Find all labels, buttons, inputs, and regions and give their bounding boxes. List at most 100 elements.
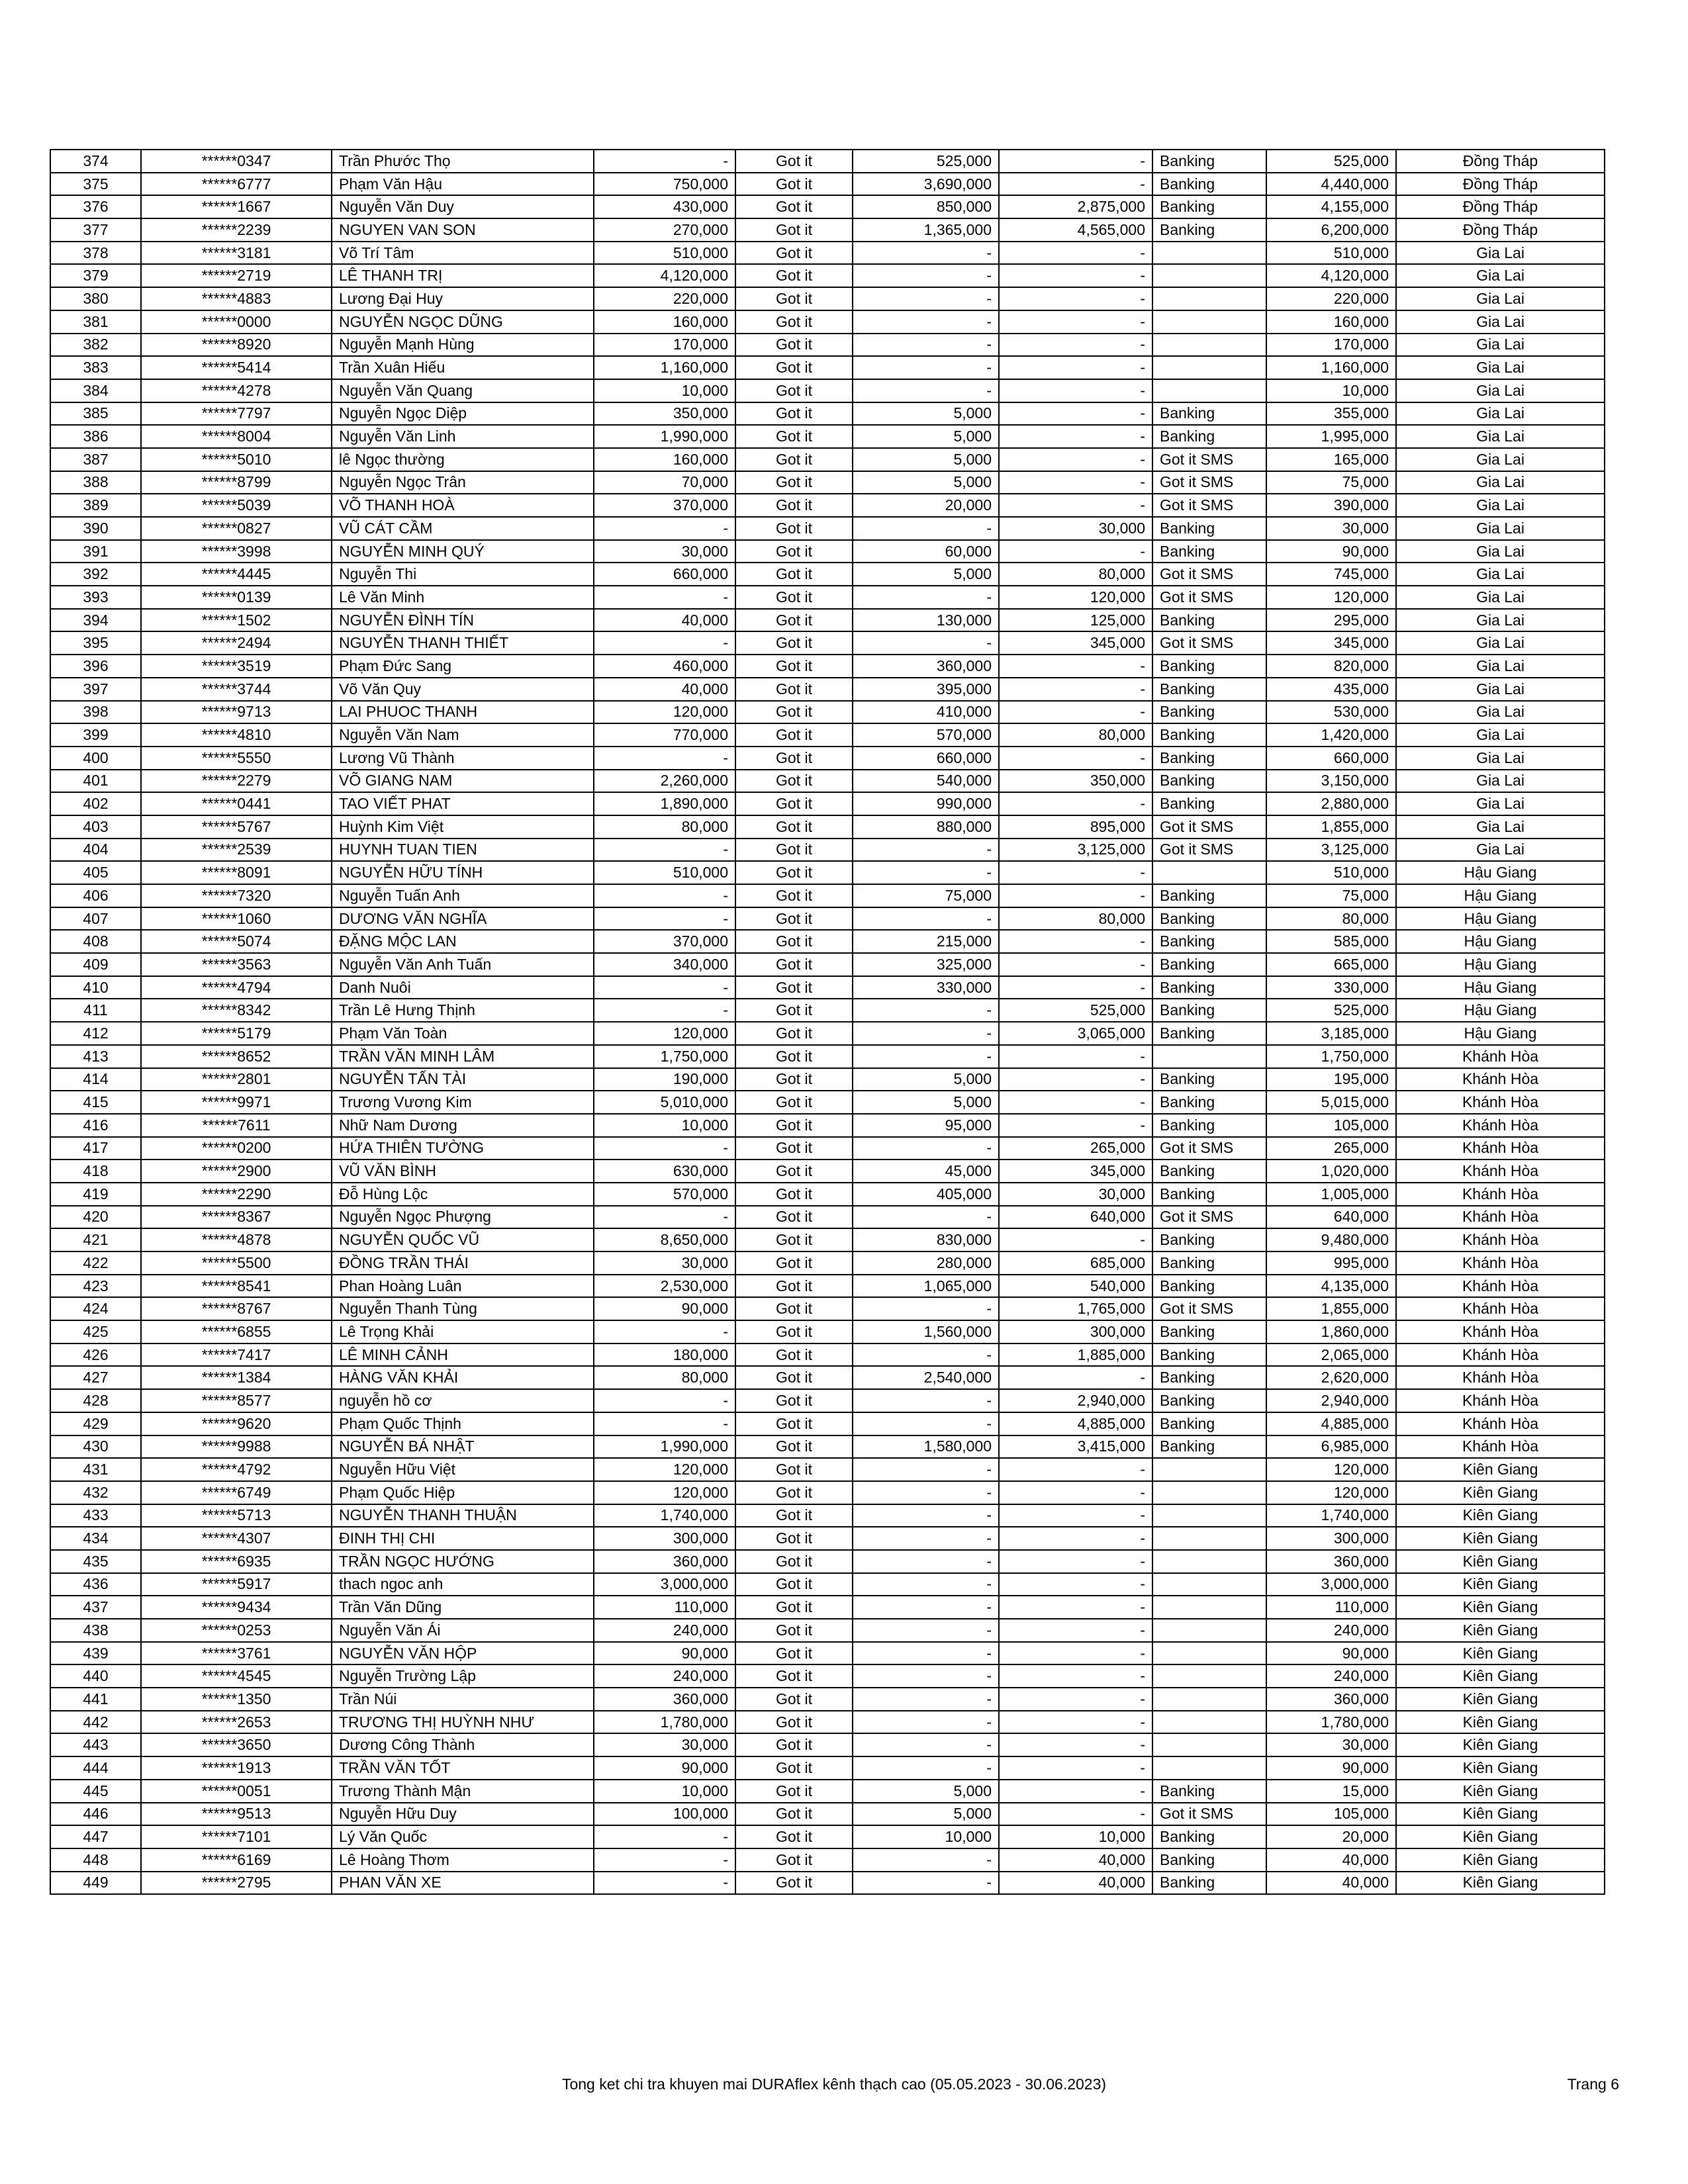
- masked-id-cell: ******5550: [140, 745, 332, 770]
- total-amount-cell: 6,985,000: [1266, 1434, 1397, 1459]
- masked-id-cell: ******9971: [140, 1090, 332, 1115]
- row-number-cell: 393: [50, 585, 142, 610]
- masked-id-cell: ******4878: [140, 1228, 332, 1252]
- customer-name-cell: Trương Vương Kim: [331, 1090, 594, 1115]
- amount-2-cell: -: [852, 516, 1000, 541]
- table-row: 442 ******2653 TRƯƠNG THỊ HUỲNH NHƯ 1,780,0…: [50, 1709, 1605, 1735]
- row-number-cell: 412: [50, 1021, 142, 1046]
- row-number-cell: 379: [50, 263, 142, 289]
- amount-2-cell: 540,000: [852, 768, 1000, 794]
- status-cell: Got it: [735, 1664, 853, 1689]
- total-amount-cell: 120,000: [1266, 585, 1397, 610]
- table-row: 399 ******4810 Nguyễn Văn Nam 770,000 Got it…: [50, 723, 1605, 747]
- province-cell: Gia Lai: [1395, 562, 1605, 587]
- row-number-cell: 414: [50, 1067, 142, 1092]
- amount-3-cell: -: [998, 401, 1153, 426]
- amount-1-cell: 1,740,000: [593, 1503, 736, 1528]
- row-number-cell: 388: [50, 470, 142, 495]
- customer-name-cell: Nguyễn Hữu Việt: [331, 1457, 594, 1482]
- amount-2-cell: 130,000: [852, 608, 1000, 633]
- amount-3-cell: 895,000: [998, 814, 1153, 839]
- status-cell: Got it: [735, 355, 853, 380]
- amount-3-cell: 30,000: [998, 1181, 1153, 1206]
- amount-2-cell: 5,000: [852, 1067, 1000, 1092]
- masked-id-cell: ******0051: [140, 1778, 332, 1803]
- total-amount-cell: 90,000: [1266, 1641, 1397, 1666]
- amount-3-cell: -: [998, 792, 1153, 816]
- row-number-cell: 394: [50, 608, 142, 633]
- payment-method-cell: Banking: [1152, 952, 1267, 977]
- province-cell: Gia Lai: [1395, 355, 1605, 380]
- status-cell: Got it: [735, 1067, 853, 1092]
- total-amount-cell: 110,000: [1266, 1595, 1397, 1619]
- amount-1-cell: 660,000: [593, 562, 736, 587]
- table-row: 380 ******4883 Lương Đại Huy 220,000 Got it -…: [50, 287, 1605, 311]
- table-row: 422 ******5500 ĐỒNG TRẦN THÁI 30,000 Got it 2…: [50, 1251, 1605, 1275]
- status-cell: Got it: [735, 975, 853, 1000]
- province-cell: Gia Lai: [1395, 654, 1605, 678]
- table-row: 395 ******2494 NGUYỄN THANH THIẾT - Got it -3…: [50, 631, 1605, 656]
- amount-2-cell: 1,580,000: [852, 1434, 1000, 1459]
- masked-id-cell: ******2801: [140, 1067, 332, 1092]
- masked-id-cell: ******5917: [140, 1572, 332, 1597]
- amount-3-cell: -: [998, 975, 1153, 1000]
- amount-1-cell: 10,000: [593, 378, 736, 403]
- total-amount-cell: 1,855,000: [1266, 1297, 1397, 1322]
- province-cell: Khánh Hòa: [1395, 1044, 1605, 1069]
- province-cell: Gia Lai: [1395, 745, 1605, 770]
- amount-1-cell: 240,000: [593, 1618, 736, 1643]
- amount-1-cell: 30,000: [593, 1733, 736, 1758]
- row-number-cell: 417: [50, 1136, 142, 1161]
- amount-2-cell: 1,365,000: [852, 218, 1000, 242]
- row-number-cell: 409: [50, 952, 142, 977]
- province-cell: Kiên Giang: [1395, 1595, 1605, 1619]
- amount-3-cell: 685,000: [998, 1251, 1153, 1275]
- table-row: 428 ******8577 nguyễn hồ cơ - Got it -2,940,0…: [50, 1388, 1605, 1413]
- amount-2-cell: -: [852, 309, 1000, 334]
- customer-name-cell: HỨA THIÊN TƯỜNG: [331, 1136, 594, 1161]
- amount-3-cell: -: [998, 332, 1153, 357]
- masked-id-cell: ******6777: [140, 171, 332, 197]
- amount-3-cell: -: [998, 1687, 1153, 1711]
- total-amount-cell: 1,740,000: [1266, 1503, 1397, 1528]
- total-amount-cell: 665,000: [1266, 952, 1397, 977]
- table-row: 445 ******0051 Trương Thành Mận 10,000 Got i…: [50, 1778, 1605, 1803]
- amount-1-cell: 160,000: [593, 309, 736, 334]
- total-amount-cell: 30,000: [1266, 1733, 1397, 1758]
- amount-1-cell: -: [593, 1847, 736, 1872]
- payment-method-cell: [1152, 1618, 1267, 1643]
- amount-2-cell: 395,000: [852, 676, 1000, 702]
- amount-3-cell: -: [998, 1365, 1153, 1390]
- status-cell: Got it: [735, 1618, 853, 1643]
- amount-2-cell: 20,000: [852, 493, 1000, 518]
- customer-name-cell: Phạm Đức Sang: [331, 654, 594, 678]
- masked-id-cell: ******4883: [140, 287, 332, 311]
- province-cell: Gia Lai: [1395, 837, 1605, 862]
- province-cell: Kiên Giang: [1395, 1825, 1605, 1849]
- amount-3-cell: -: [998, 539, 1153, 564]
- customer-name-cell: ĐỒNG TRẦN THÁI: [331, 1251, 594, 1275]
- status-cell: Got it: [735, 654, 853, 678]
- province-cell: Gia Lai: [1395, 723, 1605, 747]
- payment-method-cell: Banking: [1152, 401, 1267, 426]
- province-cell: Hậu Giang: [1395, 884, 1605, 908]
- province-cell: Gia Lai: [1395, 287, 1605, 311]
- amount-2-cell: 410,000: [852, 700, 1000, 725]
- amount-1-cell: 40,000: [593, 608, 736, 633]
- row-number-cell: 443: [50, 1733, 142, 1758]
- payment-method-cell: Banking: [1152, 1342, 1267, 1367]
- total-amount-cell: 80,000: [1266, 906, 1397, 931]
- amount-2-cell: 990,000: [852, 792, 1000, 816]
- masked-id-cell: ******4445: [140, 562, 332, 587]
- status-cell: Got it: [735, 1503, 853, 1528]
- masked-id-cell: ******6749: [140, 1480, 332, 1505]
- row-number-cell: 381: [50, 309, 142, 334]
- customer-name-cell: Nhữ Nam Dương: [331, 1113, 594, 1138]
- amount-1-cell: 5,010,000: [593, 1090, 736, 1115]
- province-cell: Gia Lai: [1395, 585, 1605, 610]
- amount-3-cell: 10,000: [998, 1825, 1153, 1849]
- payment-method-cell: Got it SMS: [1152, 837, 1267, 862]
- total-amount-cell: 4,885,000: [1266, 1411, 1397, 1436]
- table-row: 406 ******7320 Nguyễn Tuấn Anh - Got it 75,00…: [50, 884, 1605, 908]
- masked-id-cell: ******1060: [140, 906, 332, 931]
